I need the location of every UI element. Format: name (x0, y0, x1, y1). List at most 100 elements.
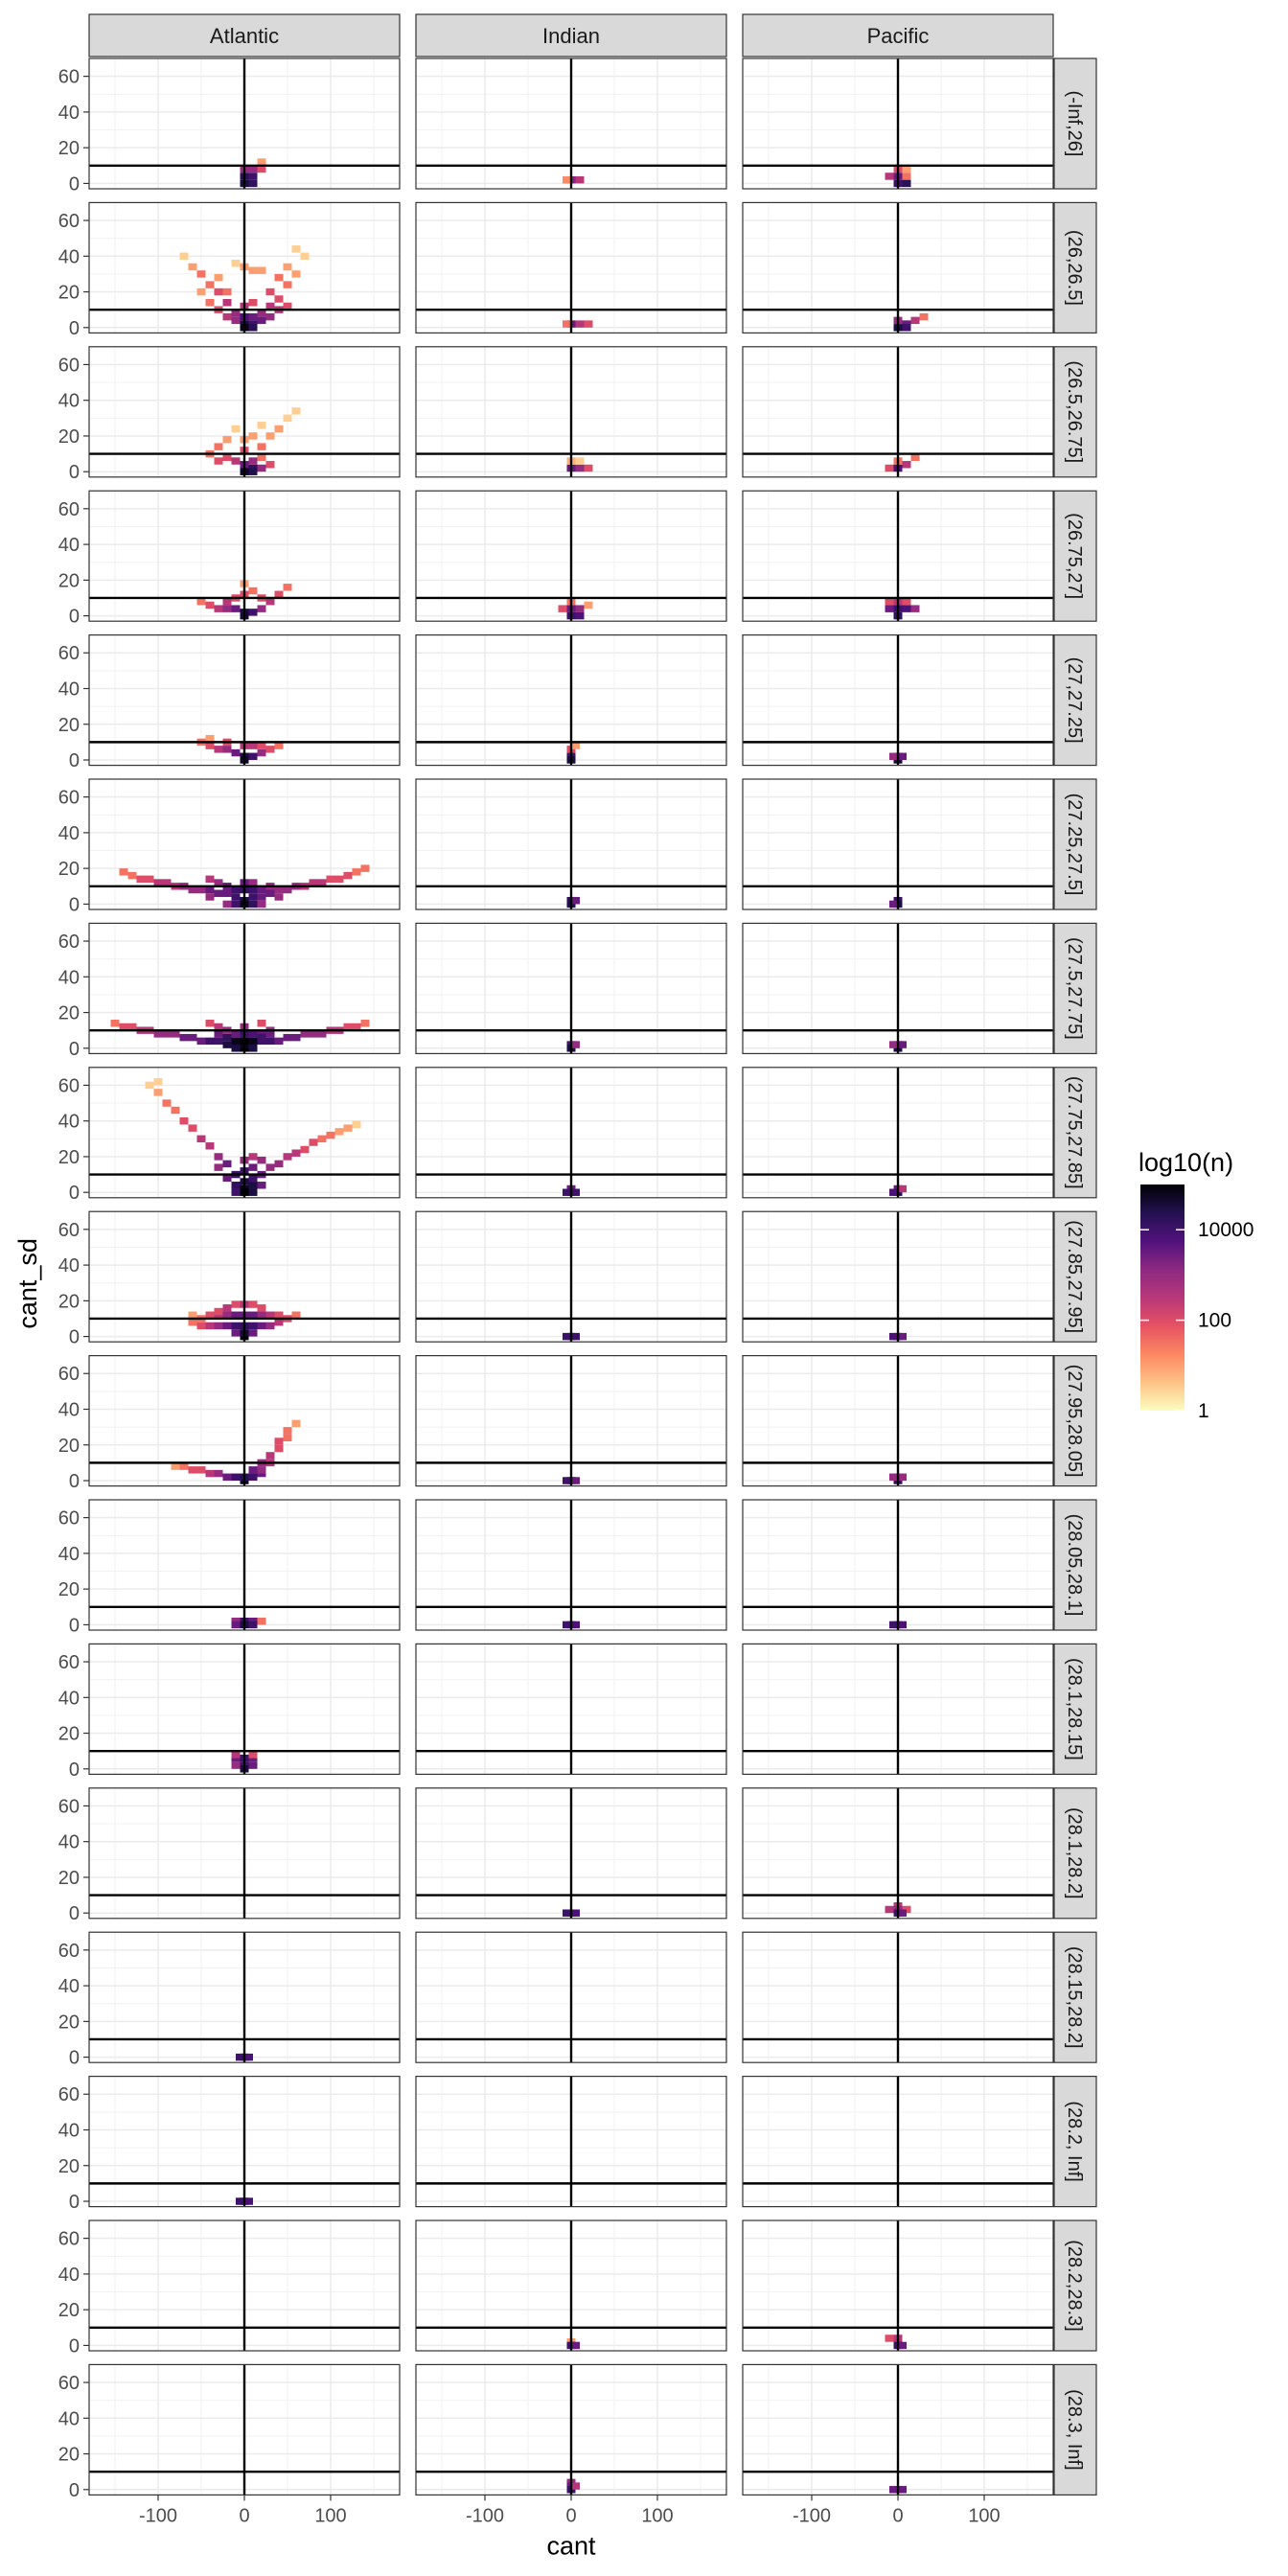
heatmap-cell (257, 1617, 266, 1625)
panel-border (88, 1354, 401, 1487)
heatmap-cell (205, 886, 215, 894)
heatmap-cell (205, 281, 215, 288)
column-strip-indian (415, 13, 727, 58)
heatmap-cell (222, 1041, 232, 1048)
y-tick-label: 20 (58, 1436, 80, 1457)
heatmap-cell (171, 1462, 180, 1470)
y-tick-label: 40 (58, 1688, 80, 1709)
heatmap-cell (222, 1174, 232, 1183)
panel-indian (415, 2363, 727, 2496)
x-tick-label: 0 (239, 2505, 249, 2526)
heatmap-cell (265, 1163, 275, 1171)
panel-border (88, 1643, 401, 1776)
heatmap-cell (571, 1909, 580, 1917)
row-strip-label: (27.85,27.95] (1064, 1220, 1085, 1333)
heatmap-cell (265, 597, 275, 606)
heatmap-cell (885, 605, 894, 612)
heatmap-cell (291, 1419, 301, 1428)
heatmap-cell (231, 1037, 241, 1046)
heatmap-cell (248, 900, 258, 908)
heatmap-cell (898, 752, 907, 761)
legend-tick-label: 10000 (1198, 1219, 1254, 1241)
heatmap-cell (248, 1621, 258, 1629)
heatmap-cell (136, 875, 146, 884)
heatmap-cell (127, 871, 137, 880)
heatmap-cell (274, 886, 284, 894)
heatmap-cell (257, 748, 266, 757)
heatmap-cell (214, 746, 223, 753)
heatmap-cell (902, 172, 911, 180)
heatmap-cell (222, 1033, 232, 1042)
y-tick-label: 20 (58, 859, 80, 880)
heatmap-cell (575, 611, 585, 620)
heatmap-cell (563, 1332, 571, 1341)
heatmap-cell (231, 316, 241, 325)
heatmap-cell (265, 302, 275, 310)
heatmap-cell (222, 605, 232, 612)
heatmap-cell (231, 1322, 241, 1330)
panel-border (742, 778, 1054, 910)
heatmap-cell (326, 1131, 335, 1139)
panel-pacific (742, 1931, 1054, 2063)
heatmap-cell (214, 1307, 223, 1316)
heatmap-cell (575, 320, 585, 328)
panel-border (742, 1499, 1054, 1631)
panel-border (415, 633, 727, 767)
heatmap-cell (248, 1473, 258, 1482)
heatmap-cell (196, 1466, 206, 1474)
heatmap-cell (231, 1045, 241, 1052)
panel-border (742, 490, 1054, 622)
row-strip-label: (26.5,26.75] (1064, 360, 1085, 463)
heatmap-cell (214, 1037, 223, 1046)
row-strip (1053, 346, 1097, 478)
panel-atlantic (88, 346, 401, 478)
panel-indian (415, 1499, 727, 1631)
x-axis-title: cant (546, 2531, 596, 2560)
heatmap-cell (898, 2341, 907, 2350)
heatmap-cell (291, 1311, 301, 1319)
panel-atlantic (88, 1643, 401, 1776)
panel-border (742, 633, 1054, 767)
heatmap-cell (571, 1477, 580, 1484)
heatmap-cell (563, 1188, 571, 1196)
panel-border (415, 1067, 727, 1199)
heatmap-cell (563, 1621, 571, 1629)
heatmap-cell (222, 1304, 232, 1312)
row-strip (1053, 1643, 1097, 1776)
heatmap-cell (265, 1030, 275, 1038)
panel-border (415, 1210, 727, 1343)
y-tick-label: 20 (58, 1724, 80, 1745)
heatmap-cell (885, 2334, 894, 2342)
heatmap-cell (248, 172, 258, 180)
y-tick-label: 40 (58, 1832, 80, 1853)
y-tick-label: 0 (69, 462, 80, 483)
heatmap-cell (188, 1124, 197, 1132)
heatmap-cell (265, 1452, 275, 1460)
panel-indian (415, 1643, 727, 1776)
panel-atlantic (88, 922, 401, 1055)
y-tick-label: 20 (58, 1291, 80, 1312)
y-tick-label: 20 (58, 2445, 80, 2466)
y-tick-label: 0 (69, 1327, 80, 1348)
heatmap-cell (885, 172, 894, 180)
heatmap-cell (231, 457, 241, 465)
heatmap-cell (919, 312, 929, 321)
heatmap-cell (196, 1037, 206, 1046)
panel-indian (415, 922, 727, 1055)
y-tick-label: 60 (58, 1508, 80, 1530)
heatmap-cell (236, 2053, 244, 2061)
row-strip-label: (28.15,28.2] (1064, 1946, 1085, 2049)
heatmap-cell (127, 1023, 137, 1031)
y-tick-label: 40 (58, 1976, 80, 1997)
heatmap-cell (571, 1041, 580, 1048)
heatmap-cell (231, 1621, 241, 1629)
row-strip-label: (28.2, Inf] (1064, 2101, 1085, 2182)
heatmap-cell (283, 1153, 292, 1161)
heatmap-cell (360, 864, 370, 872)
heatmap-cell (257, 1030, 266, 1038)
panel-indian (415, 58, 727, 190)
heatmap-cell (352, 868, 361, 876)
heatmap-cell (179, 1462, 189, 1470)
heatmap-cell (188, 1318, 197, 1326)
heatmap-cell (283, 263, 292, 271)
